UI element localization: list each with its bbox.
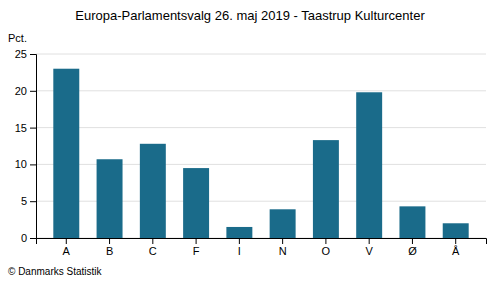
- grid-line: [36, 127, 486, 128]
- x-tick-mark: [455, 238, 456, 244]
- x-tick-label: V: [366, 245, 374, 257]
- y-tick: 15: [15, 122, 36, 134]
- bar: [270, 209, 296, 238]
- bar: [97, 159, 123, 238]
- grid-line: [36, 54, 486, 55]
- y-tick-label: 20: [15, 85, 27, 97]
- y-axis-label: Pct.: [8, 32, 27, 44]
- x-tick: O: [322, 238, 331, 257]
- grid-line: [36, 90, 486, 91]
- bar: [313, 140, 339, 238]
- x-tick-mark: [66, 238, 67, 244]
- chart-title: Europa-Parlamentsvalg 26. maj 2019 - Taa…: [75, 8, 425, 23]
- x-tick: A: [63, 238, 71, 257]
- x-axis-line: [37, 239, 487, 245]
- bar: [443, 223, 469, 238]
- x-tick-mark: [196, 238, 197, 244]
- grid: [36, 54, 486, 238]
- bar: [183, 168, 209, 238]
- y-axis: 0 5 10 15 20 25: [15, 48, 37, 244]
- chart-svg: Europa-Parlamentsvalg 26. maj 2019 - Taa…: [0, 0, 500, 282]
- x-tick-mark: [412, 238, 413, 244]
- y-tick-mark: [30, 201, 36, 202]
- x-tick-label: I: [238, 245, 241, 257]
- y-tick-label: 10: [15, 158, 27, 170]
- x-tick-mark: [152, 238, 153, 244]
- bar: [356, 92, 382, 238]
- x-axis: ABCFINOVØÅ: [37, 238, 487, 257]
- y-tick-mark: [30, 128, 36, 129]
- x-tick-label: F: [193, 245, 200, 257]
- y-tick: 20: [15, 85, 36, 97]
- y-tick-label: 0: [21, 232, 27, 244]
- x-tick-mark: [325, 238, 326, 244]
- x-tick-mark: [369, 238, 370, 244]
- x-tick: N: [279, 238, 287, 257]
- chart-container: Europa-Parlamentsvalg 26. maj 2019 - Taa…: [0, 0, 500, 282]
- y-tick: 25: [15, 48, 36, 60]
- bar: [226, 227, 252, 238]
- y-tick: 0: [21, 232, 36, 244]
- y-tick-mark: [30, 91, 36, 92]
- plot: 0 5 10 15 20 25 A B C F I N O V Ø Å: [15, 48, 487, 257]
- x-tick-label: Å: [452, 245, 460, 257]
- x-tick-mark: [109, 238, 110, 244]
- x-tick-label: O: [322, 245, 331, 257]
- x-tick: I: [238, 238, 241, 257]
- bar: [399, 206, 425, 238]
- y-tick: 5: [21, 195, 36, 207]
- x-tick-label: B: [106, 245, 113, 257]
- x-tick-label: A: [63, 245, 71, 257]
- x-tick-label: N: [279, 245, 287, 257]
- footer: © Danmarks Statistik: [8, 266, 103, 277]
- x-tick: Å: [452, 238, 460, 257]
- x-tick-mark: [282, 238, 283, 244]
- y-tick-mark: [30, 54, 36, 55]
- x-tick-label: Ø: [408, 245, 417, 257]
- x-tick: Ø: [408, 238, 417, 257]
- x-tick: B: [106, 238, 113, 257]
- y-tick-label: 5: [21, 195, 27, 207]
- y-axis-line: [30, 55, 37, 239]
- y-tick-label: 15: [15, 122, 27, 134]
- y-tick-mark: [30, 238, 36, 239]
- y-tick-label: 25: [15, 48, 27, 60]
- bar: [140, 144, 166, 238]
- x-tick: C: [149, 238, 157, 257]
- x-tick: V: [366, 238, 374, 257]
- y-tick-mark: [30, 164, 36, 165]
- y-tick: 10: [15, 158, 36, 170]
- x-tick-mark: [239, 238, 240, 244]
- bar: [53, 69, 79, 238]
- bars: [53, 69, 468, 238]
- x-tick-label: C: [149, 245, 157, 257]
- x-tick: F: [193, 238, 200, 257]
